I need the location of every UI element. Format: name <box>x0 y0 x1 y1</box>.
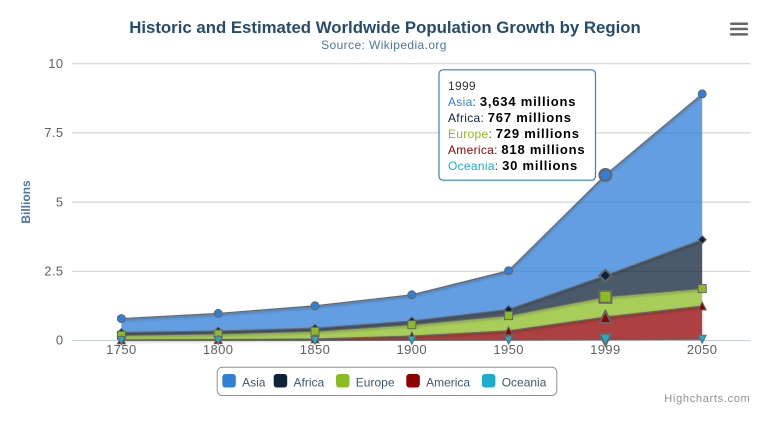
svg-text:Africa: Africa <box>294 375 325 389</box>
svg-text:1950: 1950 <box>493 342 524 357</box>
svg-text:2050: 2050 <box>687 342 718 357</box>
svg-text:1999: 1999 <box>448 79 476 93</box>
svg-text:2.5: 2.5 <box>44 264 63 279</box>
svg-text:Oceania: Oceania <box>502 375 547 389</box>
svg-text:Source: Wikipedia.org: Source: Wikipedia.org <box>321 38 447 52</box>
svg-text:Oceania: 30 millions: Oceania: 30 millions <box>448 158 578 173</box>
svg-text:7.5: 7.5 <box>44 125 63 140</box>
svg-text:1900: 1900 <box>397 342 428 357</box>
svg-text:Historic and Estimated Worldwi: Historic and Estimated Worldwide Populat… <box>129 18 641 37</box>
svg-text:Africa: 767 millions: Africa: 767 millions <box>448 110 572 125</box>
svg-text:Europe: Europe <box>356 375 395 389</box>
svg-text:America: America <box>426 375 470 389</box>
svg-text:1999: 1999 <box>590 342 621 357</box>
svg-text:1850: 1850 <box>300 342 331 357</box>
svg-text:5: 5 <box>56 194 64 209</box>
svg-text:Billions: Billions <box>19 180 33 224</box>
svg-text:1800: 1800 <box>203 342 234 357</box>
svg-text:Asia: Asia <box>242 375 266 389</box>
svg-text:1750: 1750 <box>106 342 137 357</box>
svg-text:Highcharts.com: Highcharts.com <box>664 393 750 405</box>
svg-text:0: 0 <box>56 333 64 348</box>
svg-text:10: 10 <box>48 56 63 71</box>
svg-text:Europe: 729 millions: Europe: 729 millions <box>448 126 580 141</box>
svg-text:Asia: 3,634 millions: Asia: 3,634 millions <box>448 94 576 109</box>
svg-text:America: 818 millions: America: 818 millions <box>448 142 585 157</box>
